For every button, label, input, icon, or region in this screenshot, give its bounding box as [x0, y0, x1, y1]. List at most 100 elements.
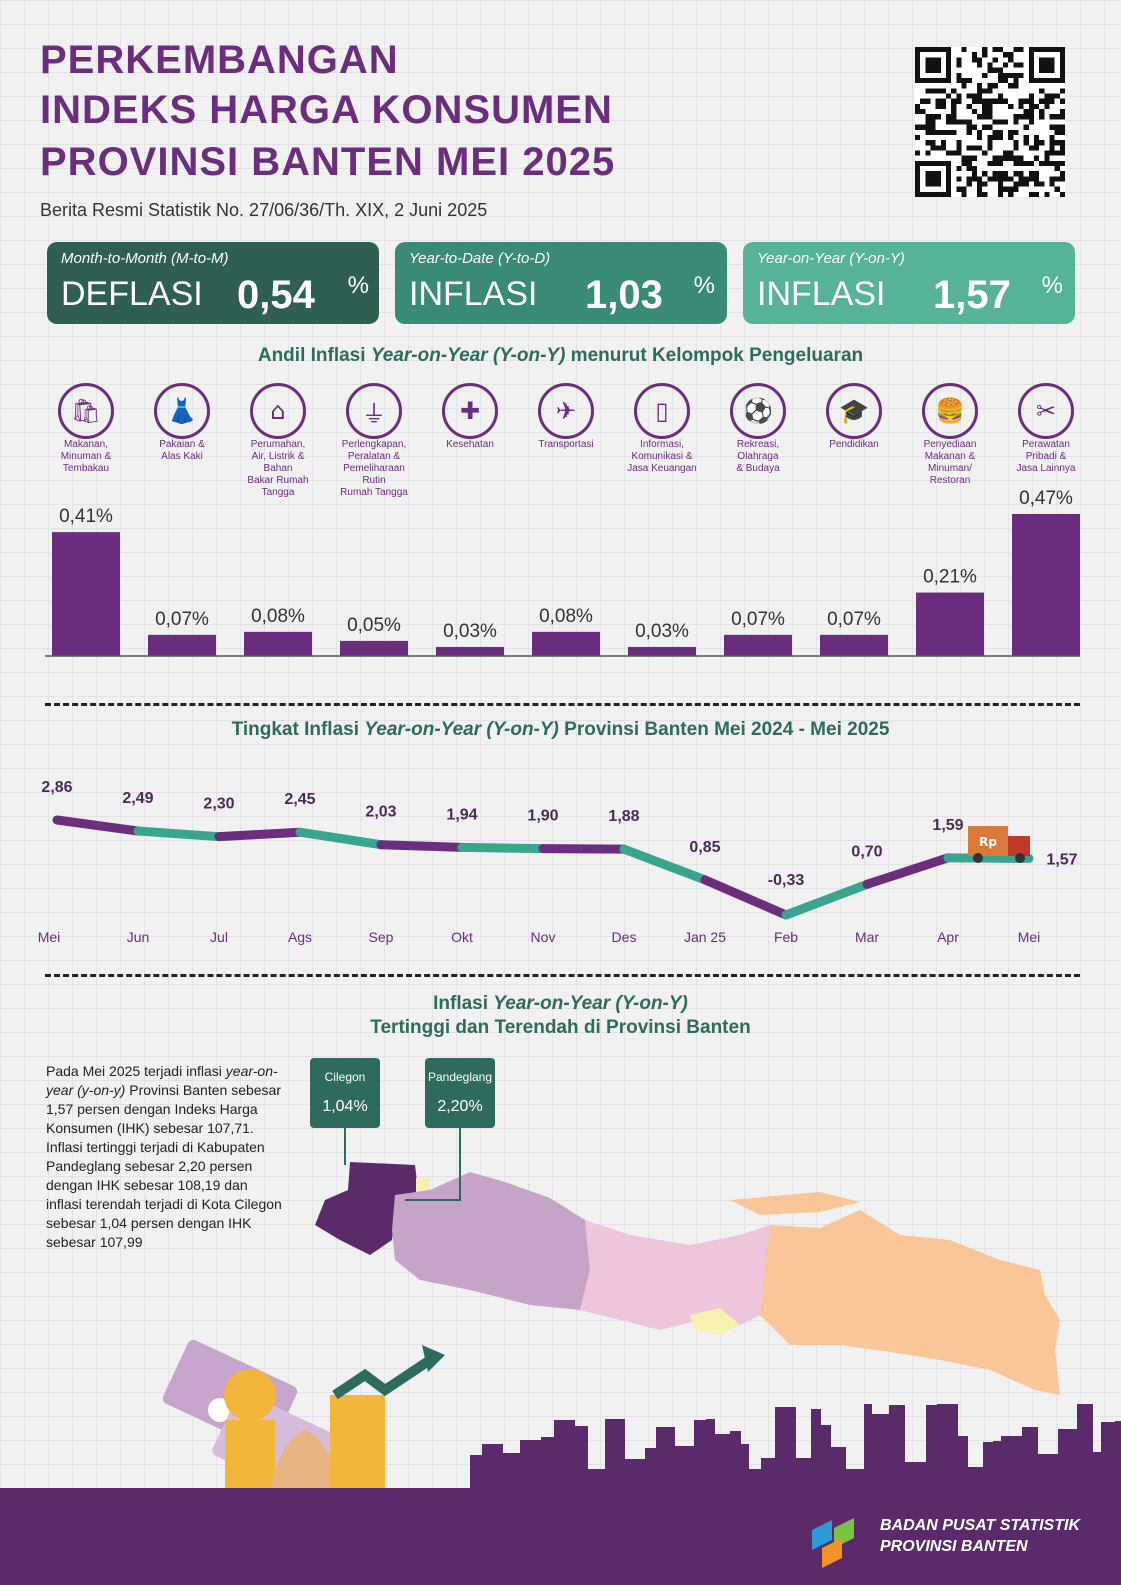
map-jakarta [416, 1178, 430, 1192]
category-label-line: Rutin [362, 475, 386, 486]
card-kind: INFLASI [409, 275, 538, 313]
line-segment [457, 842, 548, 854]
category-label: Perumahan, Air, Listrik & Bahan Bakar Rumah… [233, 439, 323, 499]
point-value-label: 1,94 [446, 806, 477, 823]
point-value-label: 1,88 [608, 808, 639, 825]
andil-title-suffix: menurut Kelompok Pengeluaran [565, 345, 864, 366]
trend-title-suffix: Provinsi Banten Mei 2024 - Mei 2025 [558, 719, 890, 740]
callout-value: 2,20% [437, 1098, 483, 1115]
category-label-line: Peralatan & [347, 451, 401, 462]
bar-value-label: 0,08% [251, 606, 305, 627]
airplane-icon: ✈ [538, 383, 594, 439]
skyline-building [1077, 1404, 1093, 1490]
category-label-line: Perumahan, [250, 439, 306, 450]
skyline-building [1115, 1421, 1121, 1490]
java-map [315, 1120, 1060, 1395]
category-label: Penyediaan Makanan & Minuman/Restoran [905, 439, 995, 487]
andil-title-prefix: Andil Inflasi [257, 345, 371, 366]
scissors-icon: ✂ [1018, 383, 1074, 439]
fast-food-icon: 🍔 [922, 383, 978, 439]
point-value-label: 2,49 [122, 790, 153, 807]
andil-bar-chart: 0,41% 0,07% 0,08% 0,05% 0,03% 0,08% 0,03% 0,07%… [45, 488, 1080, 657]
point-value-label: 0,85 [689, 839, 720, 856]
card-value: 1,57 [933, 273, 1011, 317]
line-segment [214, 827, 305, 842]
category-label: Kesehatan [425, 439, 515, 451]
card-label: Year-on-Year (Y-on-Y) [757, 250, 905, 267]
skyline-building [625, 1459, 645, 1490]
callout-name: Pandeglang [427, 1070, 493, 1084]
x-tick-label: Apr [937, 929, 959, 945]
skyline-building [1101, 1422, 1115, 1490]
bar-value-label: 0,07% [731, 609, 785, 630]
category-label: Makanan, Minuman & Tembakau [41, 439, 131, 475]
category-label-line: Pendidikan [829, 439, 879, 450]
x-tick-label: Ags [288, 929, 312, 945]
bps-logo-icon [812, 1518, 854, 1568]
x-tick-label: Jan 25 [684, 929, 726, 945]
callout-cilegon: Cilegon 1,04% [310, 1058, 380, 1128]
bar-value-label: 0,03% [635, 621, 689, 642]
map-title-line2: Tertinggi dan Terendah di Provinsi Bante… [370, 1017, 751, 1038]
skyline-building [811, 1409, 821, 1490]
footer [0, 1488, 1121, 1585]
line-segment [700, 875, 791, 920]
skyline-building [715, 1434, 730, 1490]
card-label: Month-to-Month (M-to-M) [61, 250, 229, 267]
map-central-java [580, 1220, 770, 1330]
line-segment [133, 826, 224, 842]
divider-1 [45, 703, 1080, 706]
skyline-building [761, 1458, 775, 1490]
map-west-java [392, 1172, 590, 1310]
category-label: Perawatan Pribadi & Jasa Lainnya [1001, 439, 1091, 475]
skyline-building [958, 1436, 968, 1490]
category-label-line: Perlengkapan, [341, 439, 407, 450]
bps-name-line2: PROVINSI BANTEN [880, 1538, 1028, 1555]
skyline-building [730, 1431, 741, 1490]
bar [532, 631, 600, 656]
skyline-building [503, 1453, 520, 1490]
bar-value-label: 0,47% [1019, 488, 1073, 509]
category-label-line: Informasi, [640, 439, 684, 450]
bar [916, 592, 984, 656]
category-label-line: Air, Listrik & [251, 451, 305, 462]
map-madura [730, 1192, 860, 1215]
trend-line-chart: 2,86 Mei 2,49 Jun 2,30 Jul 2,45 Ags 2,03 Sep 1,94 O… [38, 779, 1078, 945]
map-title-italic: Year-on-Year (Y-on-Y) [493, 993, 688, 1014]
skyline-building [520, 1440, 541, 1490]
skyline-building [541, 1437, 554, 1490]
money-decoration-icon [162, 1340, 445, 1490]
soccer-icon: ⚽ [730, 383, 786, 439]
point-value-label: 2,86 [41, 779, 72, 796]
category-label-line: Restoran [929, 475, 971, 486]
line-segment [538, 844, 629, 854]
skyline-decoration [470, 1404, 1121, 1490]
category-label: Informasi, Komunikasi & Jasa Keuangan [617, 439, 707, 475]
bar-value-label: 0,08% [539, 606, 593, 627]
point-value-label: 2,03 [365, 804, 396, 821]
bar-value-label: 0,21% [923, 567, 977, 588]
callout-name: Cilegon [324, 1070, 366, 1084]
plug-icon: ⏚ [346, 383, 402, 439]
point-value-label: 2,30 [203, 796, 234, 813]
card-value: 1,03 [585, 273, 663, 317]
skyline-building [926, 1405, 937, 1490]
divider-2 [45, 974, 1080, 977]
card-unit: % [693, 272, 715, 299]
qr-code-icon[interactable] [915, 47, 1065, 197]
category-label-line: Tangga [261, 487, 295, 498]
x-tick-label: Jun [127, 929, 150, 945]
x-tick-label: Nov [531, 929, 556, 945]
skyline-building [905, 1462, 926, 1490]
category-label-line: Bakar Rumah [247, 475, 309, 486]
category-label-line: Penyediaan [923, 439, 977, 450]
skyline-building [706, 1419, 715, 1490]
ytd-card: Year-to-Date (Y-to-D) INFLASI 1,03 % [395, 242, 727, 324]
graduation-cap-icon: 🎓 [826, 383, 882, 439]
shopping-bag-icon: 🛍 [58, 383, 114, 439]
map-east-java [760, 1210, 1060, 1395]
skyline-building [1093, 1452, 1101, 1490]
first-aid-icon: ✚ [442, 383, 498, 439]
dress-icon: 👗 [154, 383, 210, 439]
line-segment [376, 840, 467, 852]
